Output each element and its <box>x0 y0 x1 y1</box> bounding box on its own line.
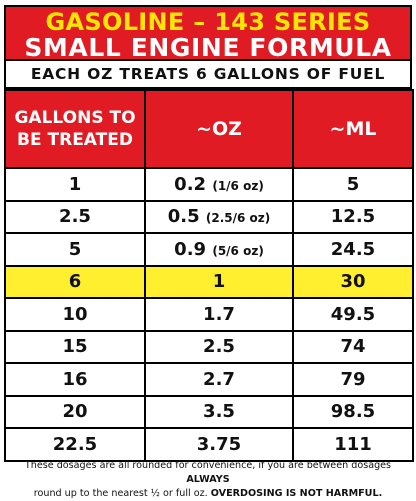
table-row: 22.5 3.75 111 <box>4 427 414 462</box>
ml-cell: 98.5 <box>292 394 414 429</box>
gallons-cell: 2.5 <box>4 199 146 234</box>
footnote-always: ALWAYS <box>186 474 230 485</box>
header-gallons-line1: GALLONS TO <box>14 108 136 128</box>
oz-fraction: (5/6 oz) <box>212 243 264 258</box>
subtitle: EACH OZ TREATS 6 GALLONS OF FUEL <box>4 61 412 89</box>
footnote-text-1: These dosages are all rounded for conven… <box>24 460 392 471</box>
header-gallons: GALLONS TO BE TREATED <box>4 89 146 169</box>
oz-cell: 2.7 <box>144 362 294 397</box>
title-banner: GASOLINE – 143 SERIES SMALL ENGINE FORMU… <box>4 5 412 61</box>
oz-cell: 2.5 <box>144 329 294 364</box>
table-row: 10 1.7 49.5 <box>4 297 414 332</box>
footnote-text-2: round up to the nearest ½ or full oz. <box>33 488 208 499</box>
header-gallons-line2: BE TREATED <box>17 130 133 150</box>
oz-cell: 1.7 <box>144 297 294 332</box>
footnote-warning: OVERDOSING IS NOT HARMFUL. <box>210 488 383 499</box>
gallons-cell: 22.5 <box>4 427 146 462</box>
header-ml: ~ML <box>292 89 414 169</box>
ml-cell: 79 <box>292 362 414 397</box>
oz-value: 0.5 <box>167 206 200 228</box>
ml-cell: 74 <box>292 329 414 364</box>
ml-cell: 111 <box>292 427 414 462</box>
gallons-cell: 16 <box>4 362 146 397</box>
header-row: GALLONS TO BE TREATED ~OZ ~ML <box>4 89 414 169</box>
oz-cell: 0.9 (5/6 oz) <box>144 232 294 267</box>
table-row: 15 2.5 74 <box>4 329 414 364</box>
table-row: 20 3.5 98.5 <box>4 394 414 429</box>
oz-cell: 3.75 <box>144 427 294 462</box>
gallons-cell: 15 <box>4 329 146 364</box>
ml-cell: 5 <box>292 167 414 202</box>
oz-cell: 0.5 (2.5/6 oz) <box>144 199 294 234</box>
table-row: 1 0.2 (1/6 oz) 5 <box>4 167 414 202</box>
oz-cell: 1 <box>144 264 294 299</box>
gallons-cell: 1 <box>4 167 146 202</box>
header-oz: ~OZ <box>144 89 294 169</box>
dosage-table: GALLONS TO BE TREATED ~OZ ~ML 1 0.2 (1/6… <box>4 89 414 462</box>
gallons-cell: 10 <box>4 297 146 332</box>
ml-cell: 12.5 <box>292 199 414 234</box>
gallons-cell: 20 <box>4 394 146 429</box>
ml-cell: 30 <box>292 264 414 299</box>
ml-cell: 49.5 <box>292 297 414 332</box>
table-row: 2.5 0.5 (2.5/6 oz) 12.5 <box>4 199 414 234</box>
oz-cell: 3.5 <box>144 394 294 429</box>
oz-value: 0.9 <box>174 238 207 260</box>
dosage-chart: GASOLINE – 143 SERIES SMALL ENGINE FORMU… <box>4 5 414 499</box>
oz-fraction: (1/6 oz) <box>212 178 264 193</box>
ml-cell: 24.5 <box>292 232 414 267</box>
gallons-cell: 6 <box>4 264 146 299</box>
oz-cell: 0.2 (1/6 oz) <box>144 167 294 202</box>
title-line-1: GASOLINE – 143 SERIES <box>45 8 371 36</box>
title-line-2: SMALL ENGINE FORMULA <box>24 33 392 62</box>
gallons-cell: 5 <box>4 232 146 267</box>
oz-fraction: (2.5/6 oz) <box>205 211 271 226</box>
oz-value: 0.2 <box>174 173 207 195</box>
table-row: 16 2.7 79 <box>4 362 414 397</box>
table-row: 5 0.9 (5/6 oz) 24.5 <box>4 232 414 267</box>
footnote: These dosages are all rounded for conven… <box>4 459 412 501</box>
table-row-highlighted: 6 1 30 <box>4 264 414 299</box>
